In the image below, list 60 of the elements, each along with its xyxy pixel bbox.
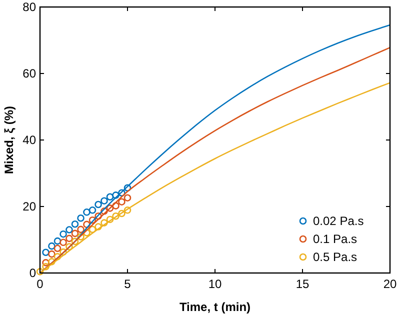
- point: [42, 263, 50, 270]
- x-tick-label: 10: [208, 277, 222, 291]
- point: [60, 238, 67, 246]
- legend-label: 0.5 Pa.s: [313, 250, 358, 264]
- point: [88, 206, 96, 214]
- point: [54, 244, 62, 252]
- point: [54, 237, 62, 245]
- point: [106, 204, 114, 212]
- point: [100, 197, 108, 204]
- y-axis-title: Mixed, ξ (%): [2, 106, 16, 174]
- point: [112, 202, 120, 210]
- point: [112, 192, 120, 199]
- point: [66, 226, 73, 234]
- point: [124, 184, 132, 192]
- y-tick-label: 80: [22, 0, 36, 14]
- y-tick-label: 20: [22, 200, 36, 214]
- point: [112, 212, 120, 220]
- point: [118, 189, 126, 197]
- point: [60, 230, 67, 238]
- point: [36, 268, 44, 276]
- point: [77, 214, 84, 222]
- point: [66, 234, 73, 242]
- legend-label: 0.1 Pa.s: [313, 232, 358, 246]
- point: [83, 220, 90, 228]
- y-tick-label: 60: [22, 66, 36, 80]
- x-tick-label: 20: [383, 277, 397, 291]
- point: [88, 216, 96, 224]
- y-tick-label: 0: [29, 266, 36, 280]
- point: [100, 208, 108, 215]
- point: [71, 220, 79, 228]
- point: [124, 206, 132, 214]
- point: [88, 226, 96, 234]
- point: [60, 248, 67, 256]
- point: [94, 200, 102, 208]
- point: [94, 223, 102, 230]
- x-tick-label: 5: [124, 277, 132, 291]
- point: [100, 219, 108, 226]
- point: [118, 210, 126, 218]
- y-tick-label: 40: [22, 133, 36, 147]
- point: [77, 233, 84, 240]
- x-tick-label: 15: [296, 277, 310, 291]
- x-axis-title: Time, t (min): [179, 300, 251, 314]
- point: [83, 229, 90, 236]
- point: [48, 250, 56, 258]
- point: [83, 208, 90, 216]
- point: [71, 238, 79, 246]
- point: [54, 253, 62, 260]
- point: [106, 193, 114, 201]
- legend-label: 0.02 Pa.s: [313, 214, 364, 228]
- point: [124, 194, 132, 202]
- point: [66, 243, 73, 250]
- point: [77, 226, 84, 234]
- point: [42, 248, 50, 256]
- point: [94, 212, 102, 220]
- point: [48, 258, 56, 266]
- point: [42, 259, 50, 266]
- point: [118, 198, 126, 206]
- point: [48, 242, 56, 250]
- point: [71, 230, 79, 238]
- point: [106, 216, 114, 224]
